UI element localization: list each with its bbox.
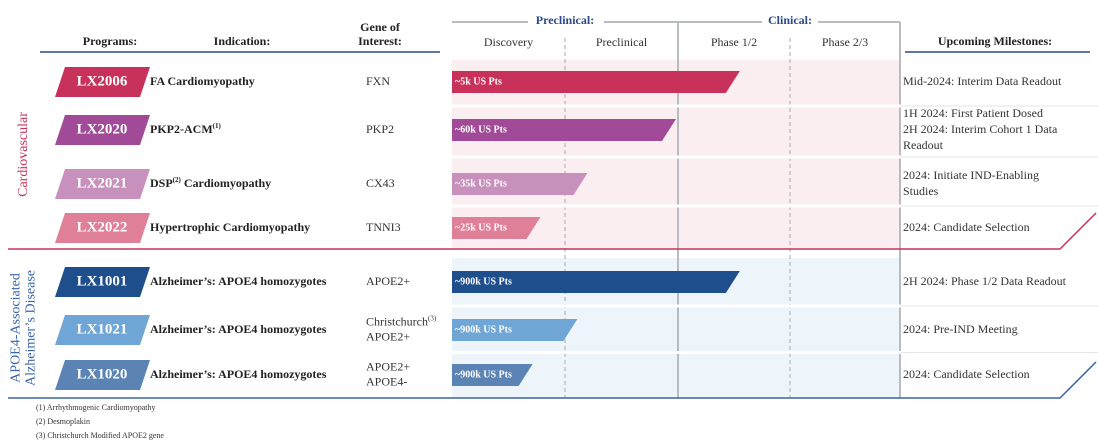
milestone: 2024: Pre-IND Meeting <box>903 322 1018 336</box>
gene-text: APOE2+ <box>366 329 410 343</box>
header-phase: Phase 1/2 <box>711 35 757 49</box>
gene: APOE2+ <box>366 329 410 343</box>
milestone: 2024: Initiate IND-Enabling <box>903 168 1039 182</box>
header-programs: Programs: <box>83 34 137 48</box>
program-name: LX1001 <box>77 273 128 289</box>
indication-text: Cardiomyopathy <box>184 176 271 190</box>
indication-text: DSP <box>150 176 173 190</box>
patients: ~900k US Pts <box>455 276 512 287</box>
milestone: 2024: Candidate Selection <box>903 220 1030 234</box>
indication: Alzheimer’s: APOE4 homozygotes <box>150 274 327 288</box>
indication-text: FA Cardiomyopathy <box>150 74 255 88</box>
group-rule <box>8 212 1097 250</box>
indication: FA Cardiomyopathy <box>150 74 255 88</box>
indication: Alzheimer’s: APOE4 homozygotes <box>150 367 327 381</box>
progress-bar <box>452 271 740 293</box>
progress-bar <box>452 173 588 195</box>
progress-bar <box>452 71 740 93</box>
footnote: (2) Desmoplakin <box>36 417 90 426</box>
indication-note: (2) <box>173 176 182 184</box>
bracket-gap <box>762 15 818 29</box>
patients: ~900k US Pts <box>455 369 512 380</box>
program-badge <box>55 169 150 199</box>
indication-text: Hypertrophic Cardiomyopathy <box>150 220 310 234</box>
program-name: LX2022 <box>77 219 128 235</box>
gene-text: APOE2+ <box>366 359 410 373</box>
header-phase: Phase 2/3 <box>822 35 868 49</box>
group-label: Cardiovascular <box>16 112 31 197</box>
indication: DSP(2) Cardiomyopathy <box>150 176 271 190</box>
gene-text: APOE4- <box>366 374 407 388</box>
milestone: Mid-2024: Interim Data Readout <box>903 74 1062 88</box>
program-badge <box>55 267 150 297</box>
milestone: Studies <box>903 184 939 198</box>
gene-note: (3) <box>428 314 437 322</box>
group-rule <box>8 361 1097 399</box>
footnote: (1) Arrhythmogenic Cardiomyopathy <box>36 403 156 412</box>
program-name: LX1020 <box>77 366 128 382</box>
progress-bar <box>452 319 578 341</box>
indication: Alzheimer’s: APOE4 homozygotes <box>150 322 327 336</box>
progress-bar <box>452 217 541 239</box>
patients: ~5k US Pts <box>455 76 502 87</box>
gene: TNNI3 <box>366 220 401 234</box>
indication: Hypertrophic Cardiomyopathy <box>150 220 310 234</box>
program-name: LX2021 <box>77 175 128 191</box>
gene: APOE4- <box>366 374 407 388</box>
header-gene: Gene of <box>360 20 401 34</box>
program-badge <box>55 315 150 345</box>
header-milestones: Upcoming Milestones: <box>938 34 1052 48</box>
milestone: 2H 2024: Interim Cohort 1 Data <box>903 122 1058 136</box>
gene-text: APOE2+ <box>366 274 410 288</box>
patients: ~25k US Pts <box>455 222 507 233</box>
patients: ~60k US Pts <box>455 124 507 135</box>
group-label: APOE4-Associated <box>9 273 24 383</box>
header-clinical: Clinical: <box>768 13 812 27</box>
header-phase: Discovery <box>484 35 533 49</box>
indication-text: Alzheimer’s: APOE4 homozygotes <box>150 274 327 288</box>
header-phase: Preclinical <box>596 35 648 49</box>
footnote: (3) Christchurch Modified APOE2 gene <box>36 431 164 440</box>
gene-text: CX43 <box>366 176 395 190</box>
program-badge <box>55 67 150 97</box>
gene: Christchurch(3) <box>366 314 437 328</box>
gene-text: PKP2 <box>366 122 394 136</box>
indication-text: Alzheimer’s: APOE4 homozygotes <box>150 322 327 336</box>
program-name: LX2006 <box>77 73 128 89</box>
header-preclinical: Preclinical: <box>536 13 594 27</box>
progress-bar <box>452 119 676 141</box>
gene-text: Christchurch <box>366 314 428 328</box>
gene-text: FXN <box>366 74 390 88</box>
program-badge <box>55 115 150 145</box>
milestone: Readout <box>903 138 944 152</box>
gene: FXN <box>366 74 390 88</box>
header-gene: Interest: <box>358 34 402 48</box>
milestone: 2H 2024: Phase 1/2 Data Readout <box>903 274 1067 288</box>
bracket-gap <box>528 15 604 29</box>
indication: PKP2-ACM(1) <box>150 122 221 136</box>
indication-note: (1) <box>213 122 222 130</box>
group-label: Alzheimer’s Disease <box>24 270 39 386</box>
patients: ~900k US Pts <box>455 324 512 335</box>
progress-bar <box>452 364 533 386</box>
indication-text: PKP2-ACM <box>150 122 213 136</box>
patients: ~35k US Pts <box>455 178 507 189</box>
gene: PKP2 <box>366 122 394 136</box>
program-badge <box>55 360 150 390</box>
gene: CX43 <box>366 176 395 190</box>
gene: APOE2+ <box>366 359 410 373</box>
header-indication: Indication: <box>214 34 271 48</box>
milestone: 2024: Candidate Selection <box>903 367 1030 381</box>
program-name: LX2020 <box>77 121 128 137</box>
program-badge <box>55 213 150 243</box>
gene-text: TNNI3 <box>366 220 401 234</box>
indication-text: Alzheimer’s: APOE4 homozygotes <box>150 367 327 381</box>
program-name: LX1021 <box>77 321 128 337</box>
milestone: 1H 2024: First Patient Dosed <box>903 106 1043 120</box>
gene: APOE2+ <box>366 274 410 288</box>
